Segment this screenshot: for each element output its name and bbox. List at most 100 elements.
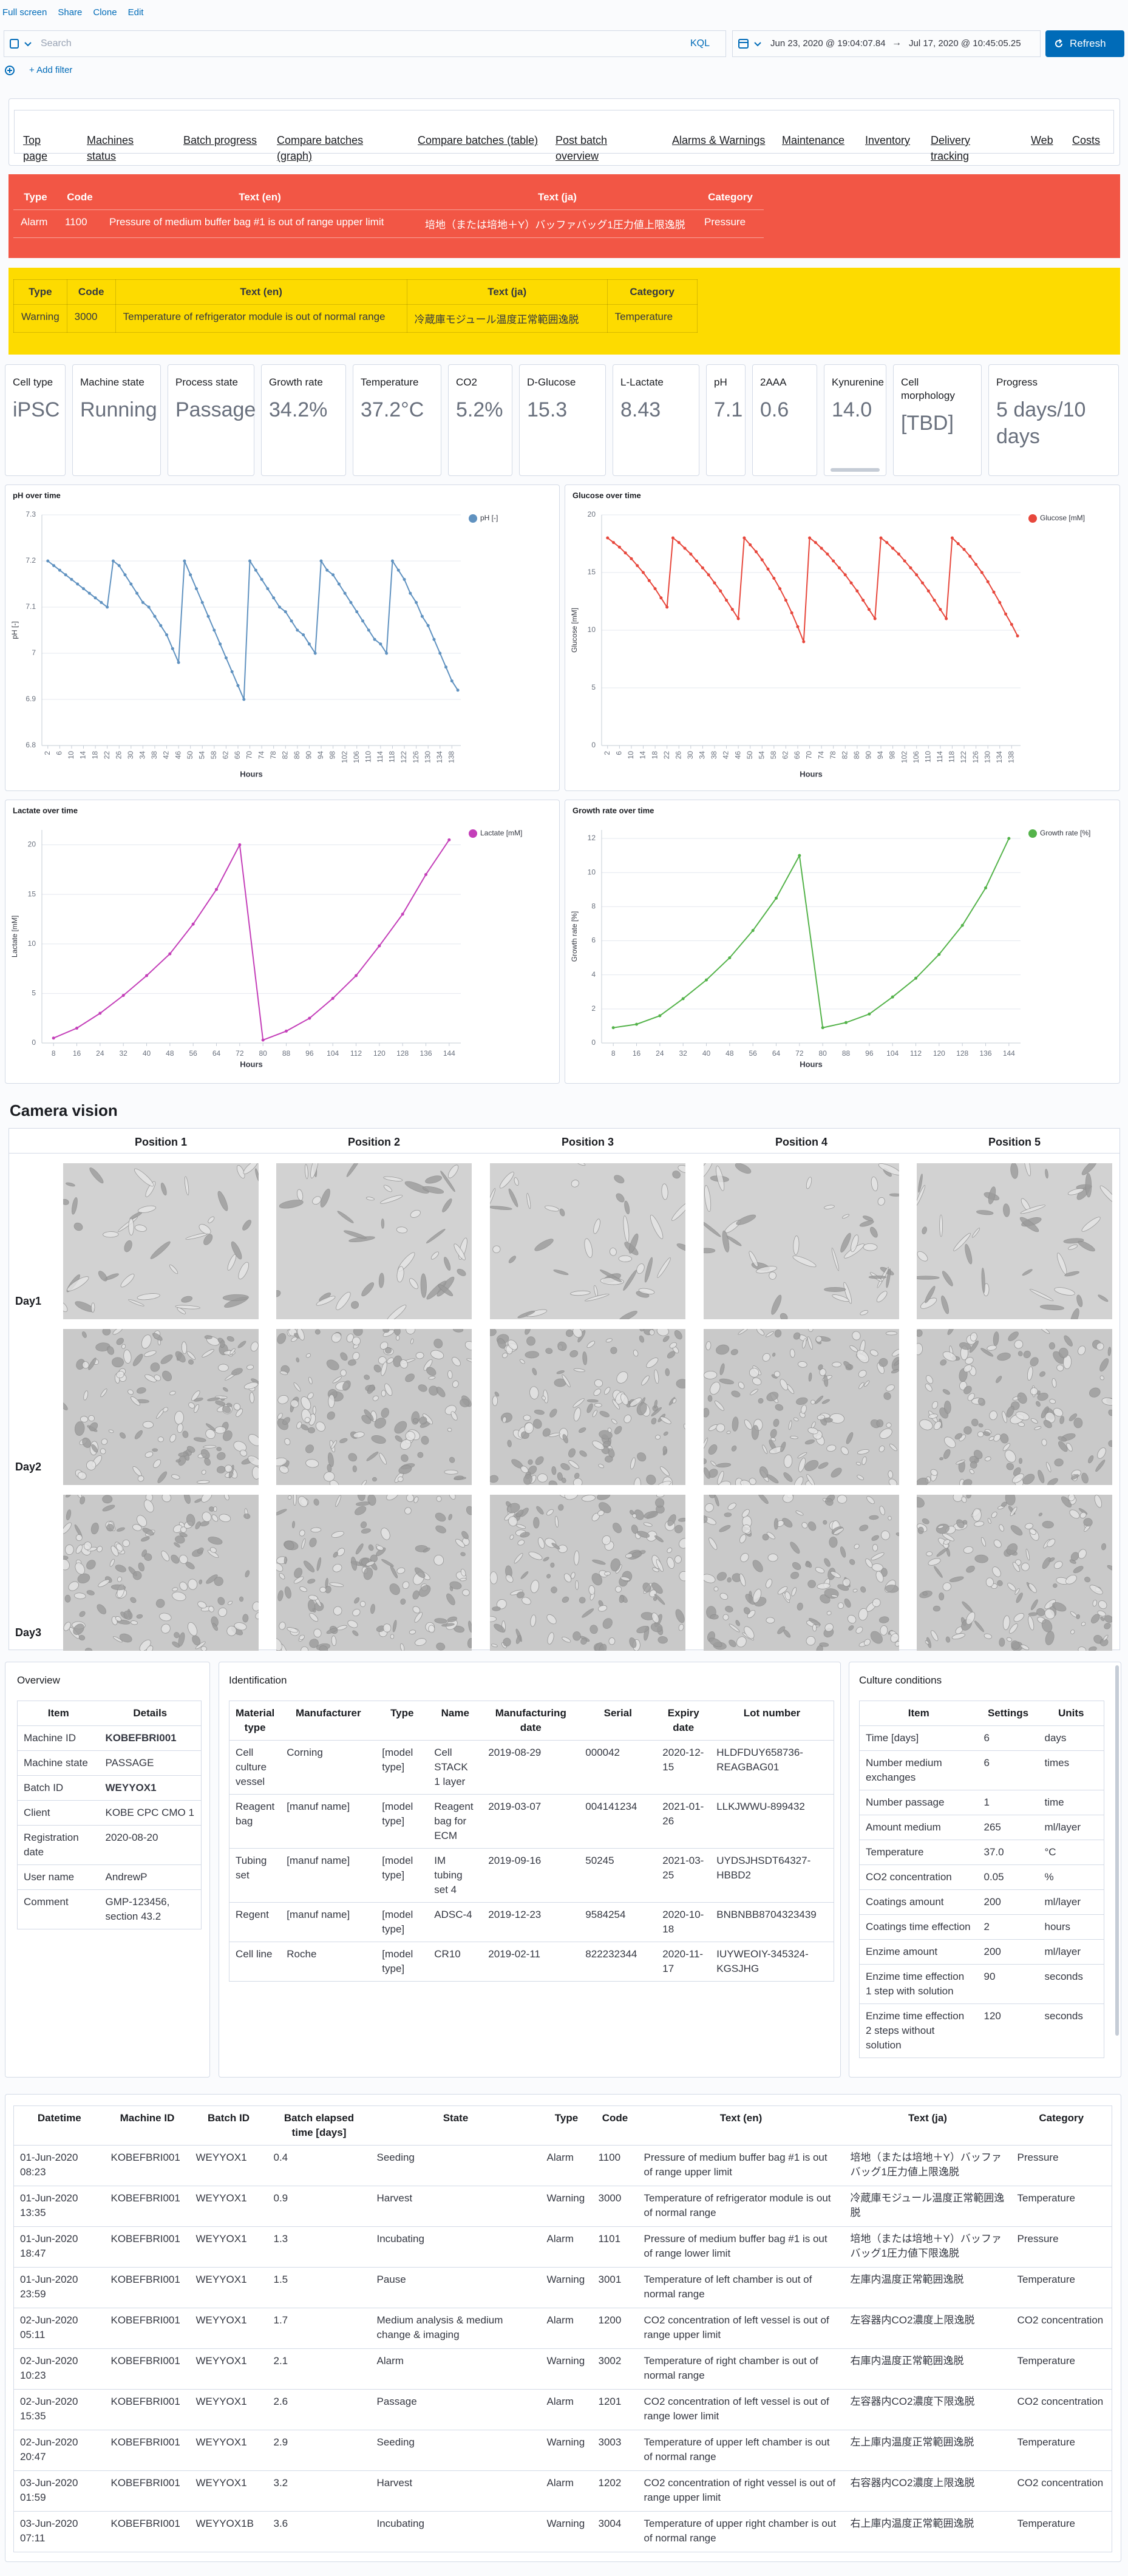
- cell: [708, 1444, 718, 1455]
- y-tick-label: 10: [588, 868, 596, 876]
- cell: [197, 1480, 210, 1484]
- cell: [1088, 1646, 1097, 1651]
- nav-link[interactable]: Batch progress: [183, 134, 257, 146]
- cell: [582, 1351, 588, 1365]
- nav-link[interactable]: Machines status: [87, 134, 134, 162]
- menu-link[interactable]: Edit: [127, 7, 144, 18]
- legend-label[interactable]: Lactate [mM]: [480, 829, 522, 837]
- table-cell: CO2 concentration: [1011, 2389, 1112, 2430]
- cell: [919, 1419, 933, 1430]
- cell: [607, 1427, 612, 1433]
- cell: [399, 1359, 408, 1369]
- cell: [752, 1377, 762, 1385]
- cell: [943, 1539, 950, 1545]
- menu-link[interactable]: Clone: [93, 7, 117, 18]
- nav-link[interactable]: Top page: [23, 134, 48, 162]
- y-tick-label: 7.3: [25, 510, 36, 518]
- cell: [523, 1415, 531, 1421]
- nav-link[interactable]: Delivery tracking: [931, 134, 971, 162]
- nav-link[interactable]: Post batch overview: [556, 134, 608, 162]
- table-cell: Temperature of upper left chamber is out…: [637, 2430, 844, 2471]
- calendar-icon[interactable]: [738, 38, 764, 50]
- date-picker[interactable]: Jun 23, 2020 @ 19:04:07.84 → Jul 17, 202…: [732, 30, 1041, 57]
- search-bar[interactable]: Search KQL: [4, 30, 726, 57]
- cell: [679, 1571, 685, 1582]
- legend-label[interactable]: Growth rate [%]: [1040, 829, 1090, 837]
- column-header: Item: [17, 1701, 100, 1726]
- cell: [1101, 1543, 1106, 1551]
- table-cell: Temperature: [1011, 2430, 1112, 2471]
- cell: [579, 1597, 586, 1604]
- cell: [75, 1534, 83, 1541]
- cell: [1064, 1271, 1080, 1277]
- table-row: Warning 3000 Temperature of refrigerator m…: [13, 304, 698, 333]
- nav-link[interactable]: Maintenance: [782, 134, 845, 146]
- cell: [594, 1379, 603, 1387]
- cell: [194, 1404, 199, 1413]
- cell: [739, 1573, 746, 1586]
- nav-link[interactable]: Web: [1031, 134, 1053, 146]
- query-language[interactable]: KQL: [690, 38, 710, 49]
- cell: [304, 1560, 315, 1572]
- x-tick-label: 126: [412, 751, 420, 763]
- cell: [872, 1544, 878, 1552]
- cell: [490, 1329, 497, 1336]
- menu-link[interactable]: Share: [58, 7, 83, 18]
- cell: [293, 1576, 304, 1584]
- date-end[interactable]: Jul 17, 2020 @ 10:45:05.25: [909, 38, 1021, 49]
- menu-link[interactable]: Full screen: [2, 7, 47, 18]
- cell: [961, 1496, 967, 1503]
- table-cell: 3.2: [267, 2470, 371, 2512]
- nav-link[interactable]: Costs: [1072, 134, 1101, 146]
- x-tick-label: 126: [971, 751, 980, 763]
- cell: [1081, 1163, 1098, 1175]
- table-cell: 0.05: [977, 1864, 1039, 1890]
- cell: [661, 1183, 668, 1200]
- cell: [773, 1518, 779, 1530]
- legend-label[interactable]: pH [-]: [480, 514, 498, 522]
- scrollbar[interactable]: [1115, 1665, 1119, 2036]
- cell: [86, 1590, 95, 1596]
- table: Datetime Machine ID Batch ID Batch elapsed …: [13, 2105, 1112, 2552]
- nav-link[interactable]: Compare batches (table): [418, 134, 539, 146]
- cell: [575, 1580, 579, 1590]
- cell: [202, 1349, 214, 1358]
- cell: [738, 1382, 745, 1389]
- cell: [130, 1597, 137, 1603]
- scrollbar[interactable]: [831, 468, 880, 472]
- date-start[interactable]: Jun 23, 2020 @ 19:04:07.84: [770, 38, 886, 49]
- filter-icon[interactable]: [4, 64, 16, 76]
- cell: [871, 1176, 878, 1192]
- data-point: [606, 536, 610, 540]
- y-axis-label: Growth rate [%]: [570, 911, 579, 962]
- cell: [412, 1590, 420, 1600]
- cell: [636, 1263, 645, 1274]
- cell: [970, 1332, 977, 1342]
- cell: [876, 1291, 888, 1302]
- nav-link[interactable]: Alarms & Warnings: [672, 134, 766, 146]
- microscope-image: [704, 1329, 899, 1485]
- cell: [1010, 1163, 1019, 1179]
- cell: [553, 1269, 569, 1276]
- legend-label[interactable]: Glucose [mM]: [1040, 514, 1085, 522]
- cell: [364, 1375, 370, 1380]
- cell: [186, 1446, 195, 1453]
- saved-query-icon[interactable]: [9, 38, 33, 50]
- x-tick-label: 138: [447, 751, 455, 763]
- cell: [1058, 1441, 1068, 1452]
- x-tick-label: 18: [90, 751, 99, 760]
- cell: [1092, 1599, 1097, 1607]
- nav-link[interactable]: Inventory: [865, 134, 911, 146]
- cell: [797, 1452, 807, 1459]
- cell: [593, 1388, 602, 1396]
- cell: [876, 1419, 884, 1427]
- x-tick-label: 58: [209, 751, 218, 760]
- add-filter[interactable]: + Add filter: [29, 65, 73, 75]
- cell: [80, 1496, 86, 1504]
- cell: [1064, 1335, 1073, 1347]
- refresh-button[interactable]: Refresh: [1045, 30, 1124, 57]
- nav-link[interactable]: Compare batches (graph): [277, 134, 364, 162]
- cell: [233, 1441, 247, 1452]
- y-tick-label: 0: [591, 741, 596, 749]
